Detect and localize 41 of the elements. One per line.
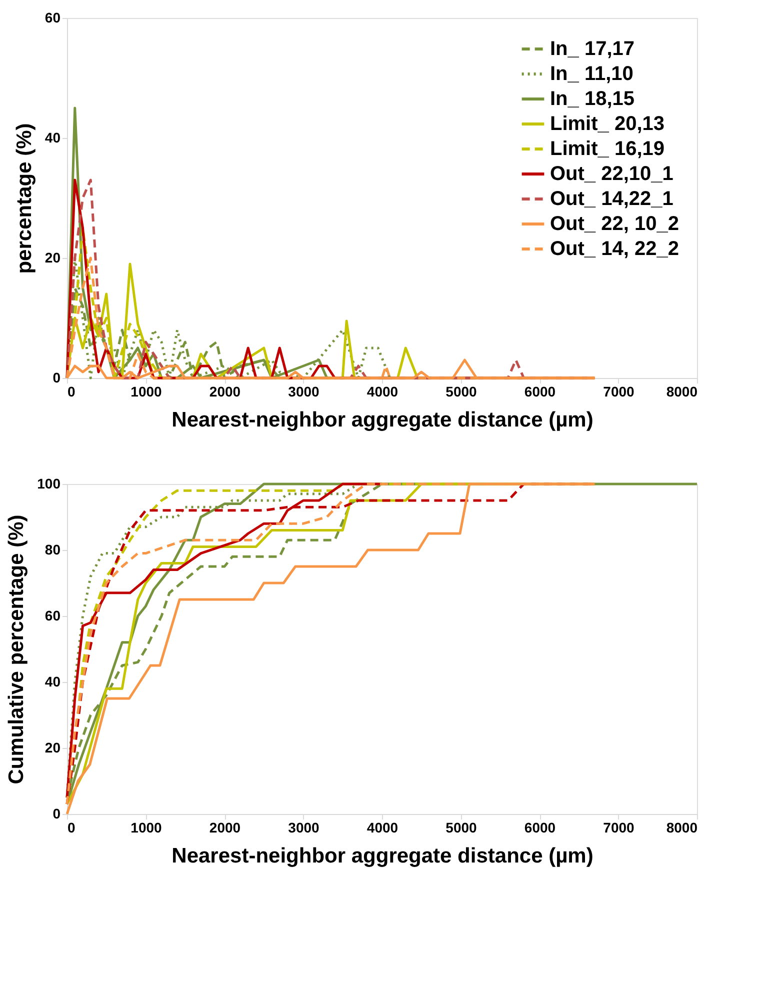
y-tick-label: 100 <box>37 476 61 492</box>
y-axis-title: percentage (%) <box>12 123 36 274</box>
legend-label: Out_ 14, 22_2 <box>550 238 679 260</box>
y-tick-label: 80 <box>44 542 61 558</box>
legend-label: Out_ 14,22_1 <box>550 188 674 210</box>
x-tick-label: 6000 <box>524 820 556 836</box>
x-tick-label: 7000 <box>603 384 635 400</box>
legend-label: Limit_ 16,19 <box>550 138 665 160</box>
y-tick-label: 20 <box>44 250 61 266</box>
y-tick-label: 0 <box>52 370 61 386</box>
y-tick-label: 40 <box>44 674 61 690</box>
y-tick-label: 20 <box>44 740 61 756</box>
legend-label: In_ 17,17 <box>550 38 635 60</box>
x-tick-label: 1000 <box>130 820 162 836</box>
legend-label: In_ 11,10 <box>550 63 634 85</box>
x-tick-label: 5000 <box>446 820 478 836</box>
legend-label: In_ 18,15 <box>550 88 635 110</box>
x-tick-label: 5000 <box>446 384 478 400</box>
x-tick-label: 2000 <box>209 820 241 836</box>
x-tick-label: 7000 <box>603 820 635 836</box>
x-tick-label: 4000 <box>366 820 398 836</box>
x-tick-label: 2000 <box>209 384 241 400</box>
legend-label: Out_ 22, 10_2 <box>550 213 679 235</box>
x-tick-label: 0 <box>68 820 76 836</box>
x-axis-title: Nearest-neighbor aggregate distance (µm) <box>172 408 594 432</box>
x-tick-label: 3000 <box>288 820 320 836</box>
x-tick-label: 4000 <box>366 384 398 400</box>
x-axis-title: Nearest-neighbor aggregate distance (µm) <box>172 844 594 868</box>
y-tick-label: 0 <box>52 806 61 822</box>
x-tick-label: 1000 <box>130 384 162 400</box>
x-tick-label: 0 <box>68 384 76 400</box>
legend-label: Out_ 22,10_1 <box>550 163 674 185</box>
y-axis-title: Cumulative percentage (%) <box>5 514 28 784</box>
x-tick-label: 6000 <box>524 384 556 400</box>
y-tick-label: 60 <box>44 608 61 624</box>
legend-label: Limit_ 20,13 <box>550 113 665 135</box>
y-tick-label: 60 <box>44 10 61 26</box>
x-tick-label: 3000 <box>288 384 320 400</box>
x-tick-label: 8000 <box>666 384 698 400</box>
y-tick-label: 40 <box>44 130 61 146</box>
x-tick-label: 8000 <box>666 820 698 836</box>
